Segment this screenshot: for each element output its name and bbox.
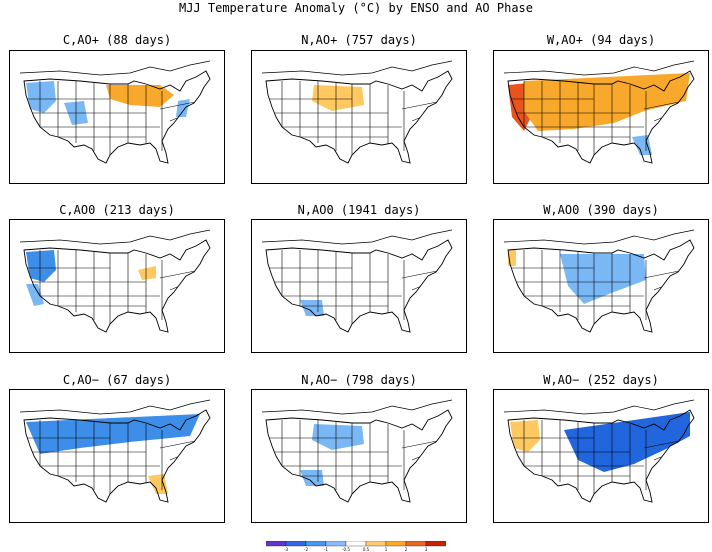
colorbar-tick-label: -3 (284, 547, 288, 551)
colorbar-swatch (325, 541, 347, 547)
map-panel (9, 219, 225, 353)
map-panel (9, 389, 225, 523)
colorbar-tick-label: -1 (324, 547, 328, 551)
us-outline (265, 409, 453, 503)
anomaly-region (138, 266, 156, 280)
colorbar-swatch (266, 541, 287, 547)
map-panel (493, 219, 709, 353)
us-outline (23, 70, 211, 164)
anomaly-region (26, 250, 56, 282)
colorbar-tick-label: 1 (385, 547, 388, 551)
panel-title: W,AO− (252 days) (543, 373, 659, 387)
colorbar-swatch (405, 541, 427, 547)
panel-title: N,AO− (798 days) (301, 373, 417, 387)
us-outline (23, 409, 211, 503)
us-outline (507, 409, 695, 503)
colorbar-tick-label: 0.5 (363, 547, 370, 551)
colorbar-tick-label: -2 (304, 547, 308, 551)
anomaly-region (26, 414, 200, 454)
panel-title: W,AO+ (94 days) (546, 33, 656, 47)
us-outline (265, 70, 453, 164)
map-panel (251, 389, 467, 523)
anomaly-region (26, 284, 44, 306)
panel-title: C,AO− (67 days) (62, 373, 172, 387)
anomaly-region (26, 81, 56, 113)
map-panel (493, 50, 709, 184)
us-outline (507, 239, 695, 333)
figure-title: MJJ Temperature Anomaly (°C) by ENSO and… (178, 1, 533, 15)
anomaly-region (510, 420, 540, 452)
anomaly-region (148, 474, 168, 494)
anomaly-region (106, 85, 174, 107)
colorbar-swatch (285, 541, 307, 547)
panel-title: W,AO0 (390 days) (543, 203, 659, 217)
colorbar-swatch (365, 541, 387, 547)
colorbar-swatch (425, 541, 446, 547)
us-outline (265, 239, 453, 333)
anomaly-region (632, 135, 652, 155)
map-panel (251, 50, 467, 184)
panel-title: C,AO+ (88 days) (62, 33, 172, 47)
anomaly-region (300, 300, 324, 316)
colorbar-tick-label: -0.5 (342, 547, 350, 551)
anomaly-region (312, 85, 364, 111)
us-outline (507, 70, 695, 164)
colorbar-tick-label: 2 (405, 547, 408, 551)
map-panel (9, 50, 225, 184)
colorbar: -3 -2 -1 -0.5 0.5 1 2 3 (266, 541, 446, 551)
anomaly-region (300, 470, 324, 486)
panel-title: N,AO0 (1941 days) (297, 203, 421, 217)
colorbar-tick-label: 3 (425, 547, 428, 551)
map-panel (251, 219, 467, 353)
anomaly-region (312, 424, 364, 450)
anomaly-region (176, 99, 190, 117)
anomaly-region (560, 254, 646, 304)
colorbar-swatch (385, 541, 407, 547)
panel-title: N,AO+ (757 days) (301, 33, 417, 47)
colorbar-swatch (345, 541, 367, 547)
us-outline (23, 239, 211, 333)
anomaly-region (564, 412, 690, 472)
anomaly-region (524, 73, 690, 131)
map-panel (493, 389, 709, 523)
panel-title: C,AO0 (213 days) (59, 203, 175, 217)
colorbar-swatch (305, 541, 327, 547)
